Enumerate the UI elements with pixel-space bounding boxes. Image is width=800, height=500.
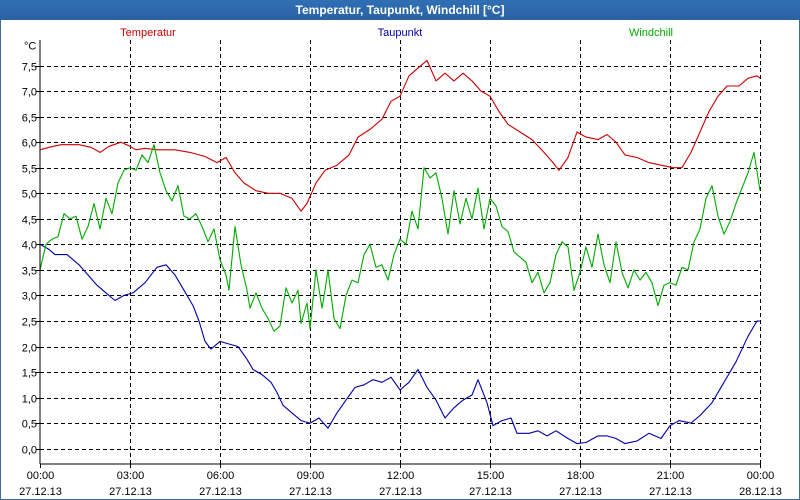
x-tick-date: 27.12.13 xyxy=(109,486,152,498)
y-tick-label: 2,5 xyxy=(22,317,37,329)
x-tick-time: 09:00 xyxy=(297,470,325,482)
y-tick-label: 1,5 xyxy=(22,368,37,380)
legend-taupunkt: Taupunkt xyxy=(378,27,423,39)
x-tick-date: 27.12.13 xyxy=(649,486,692,498)
y-tick-label: 5,0 xyxy=(22,189,37,201)
x-tick-date: 27.12.13 xyxy=(199,486,242,498)
x-tick-date: 27.12.13 xyxy=(379,486,422,498)
x-tick-time: 00:00 xyxy=(27,470,55,482)
chart-title: Temperatur, Taupunkt, Windchill [°C] xyxy=(0,0,800,20)
y-tick-label: 5,5 xyxy=(22,164,37,176)
y-tick-label: 7,5 xyxy=(22,62,37,74)
x-tick-date: 28.12.13 xyxy=(739,486,782,498)
y-tick-label: 1,0 xyxy=(22,394,37,406)
series-line-temperatur xyxy=(39,59,761,212)
y-tick-label: 4,5 xyxy=(22,215,37,227)
y-tick-label: 2,0 xyxy=(22,343,37,355)
x-tick-time: 00:00 xyxy=(747,470,775,482)
series-line-taupunkt xyxy=(39,243,760,445)
x-tick-time: 06:00 xyxy=(207,470,235,482)
x-tick-time: 15:00 xyxy=(477,470,505,482)
y-tick-label: 7,0 xyxy=(22,87,37,99)
x-tick-date: 27.12.13 xyxy=(289,486,332,498)
x-tick-time: 18:00 xyxy=(567,470,595,482)
x-tick-time: 12:00 xyxy=(387,470,415,482)
legend-temperatur: Temperatur xyxy=(120,27,176,39)
x-tick-date: 27.12.13 xyxy=(469,486,512,498)
y-tick-label: 3,5 xyxy=(22,266,37,278)
y-tick-label: 4,0 xyxy=(22,240,37,252)
legend: Temperatur Taupunkt Windchill xyxy=(120,27,673,39)
series-lines xyxy=(39,59,761,445)
y-tick-label: 6,5 xyxy=(22,113,37,125)
y-axis-label: °C xyxy=(24,41,36,53)
y-tick-label: 6,0 xyxy=(22,138,37,150)
x-tick-time: 03:00 xyxy=(117,470,145,482)
grid-lines xyxy=(40,40,761,464)
series-line-windchill xyxy=(39,144,761,332)
legend-windchill: Windchill xyxy=(629,27,673,39)
y-tick-label: 3,0 xyxy=(22,291,37,303)
x-axis: 00:00 27.12.13 03:00 27.12.13 06:00 27.12.13 0… xyxy=(19,464,782,498)
y-tick-label: 0,0 xyxy=(22,445,37,457)
y-tick-label: 0,5 xyxy=(22,419,37,431)
x-tick-date: 27.12.13 xyxy=(19,486,62,498)
x-tick-time: 21:00 xyxy=(657,470,685,482)
y-axis: 0,0 0,5 1,0 1,5 2,0 2,5 3,0 3,5 4,0 4,5 5,0 5,5 6,0 6… xyxy=(22,41,40,457)
x-tick-date: 27.12.13 xyxy=(559,486,602,498)
